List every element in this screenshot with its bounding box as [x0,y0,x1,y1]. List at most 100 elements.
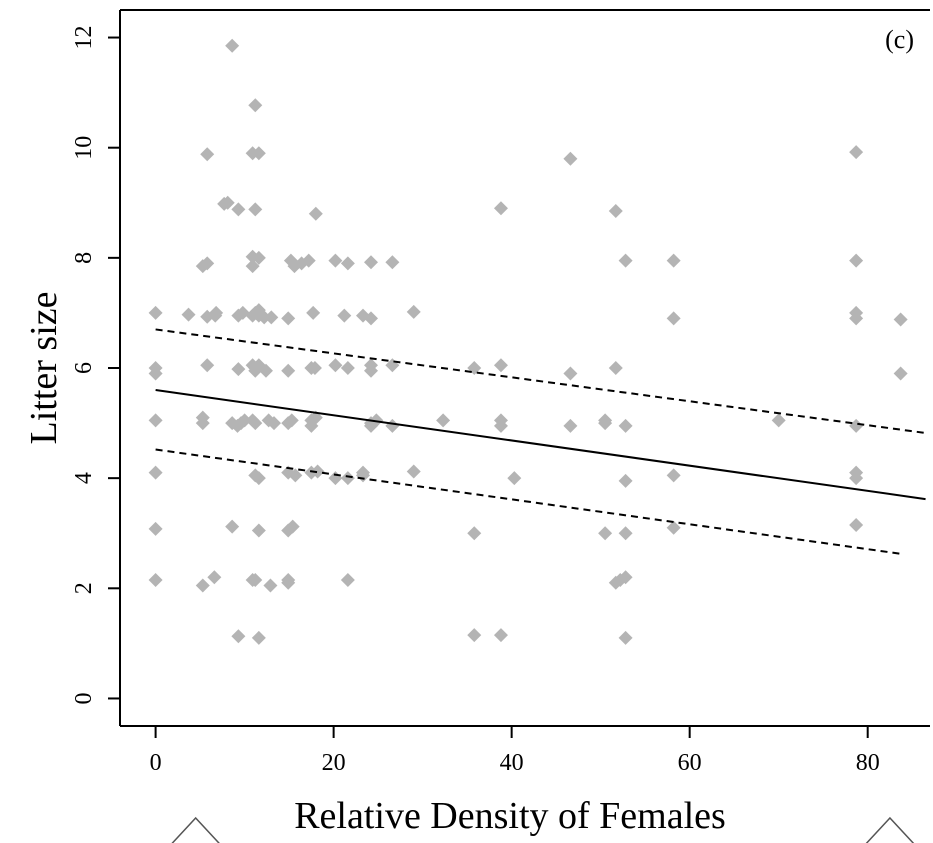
data-point [356,465,370,480]
data-point [266,416,281,431]
data-point [281,575,296,590]
data-point [195,416,210,431]
data-point [364,255,379,270]
data-point [849,253,864,268]
data-point [195,578,210,593]
data-point [237,413,252,428]
rug-mark [865,816,915,843]
data-point [618,473,633,488]
data-point [666,520,681,535]
data-point [285,519,300,534]
data-point [251,250,266,265]
data-point [563,366,578,381]
data-point [364,311,379,326]
data-point [288,468,303,483]
data-point [284,413,299,428]
data-point [507,471,522,486]
data-point [248,573,263,588]
data-point [231,362,246,377]
data-point [328,253,343,268]
data-point [307,361,322,375]
data-point [251,471,266,486]
data-point [207,570,222,585]
data-point [849,471,864,486]
y-tick-label: 8 [71,252,97,264]
data-point [251,523,266,538]
data-point [666,253,681,268]
data-point [385,255,400,270]
data-point [225,38,240,53]
data-point [436,413,451,428]
data-point [849,311,864,326]
data-point [618,570,633,585]
data-point [248,416,263,431]
y-tick-label: 2 [71,582,97,594]
data-point [406,304,421,319]
data-point [666,311,681,326]
data-point [281,363,296,378]
data-point [493,628,508,643]
data-point [618,418,633,433]
data-point [618,630,633,645]
data-point [245,259,260,274]
data-point [849,145,864,160]
panel-label: (c) [885,25,914,54]
data-point [328,358,343,373]
data-point [608,204,623,219]
data-point [893,312,908,327]
x-tick-label: 20 [322,750,346,776]
data-point [598,526,613,541]
rug-marks [171,816,915,843]
data-point [340,471,355,486]
y-tick-label: 6 [71,362,97,374]
y-tick-label: 4 [71,472,97,484]
y-axis-title: Litter size [23,292,65,445]
rug-mark [171,816,220,843]
data-point [493,418,508,433]
data-point [257,310,272,325]
y-tick-label: 12 [71,26,97,50]
data-point [340,256,355,271]
data-point [467,628,482,643]
data-point [340,361,355,375]
x-tick-label: 60 [678,750,702,776]
x-tick-label: 80 [856,750,880,776]
data-point [328,471,343,486]
data-point [608,361,623,375]
data-point [231,202,246,217]
data-point [771,413,786,428]
x-tick-label: 0 [150,750,162,776]
data-point [301,253,316,268]
data-point [281,311,296,326]
data-point [220,195,235,210]
data-point [231,629,246,644]
y-tick-label: 10 [71,136,97,160]
data-point [251,146,266,161]
confidence-line [155,328,926,434]
data-point [263,578,278,593]
fit-line [155,389,926,501]
data-point [148,465,163,480]
data-point [148,366,163,381]
data-point [337,308,352,323]
x-axis-title: Relative Density of Females [294,795,726,837]
data-point [563,418,578,433]
data-point [258,363,273,378]
data-point [148,305,163,320]
data-point [181,307,196,322]
data-point [598,416,613,431]
data-point [209,305,224,320]
confidence-line [155,448,904,556]
data-point [248,202,263,217]
data-point [264,310,279,325]
data-point [148,413,163,428]
data-point [225,519,240,534]
data-point [493,358,508,373]
data-point [340,573,355,588]
data-points [148,38,908,645]
data-point [563,151,578,166]
data-point [364,363,379,378]
data-point [385,418,400,433]
